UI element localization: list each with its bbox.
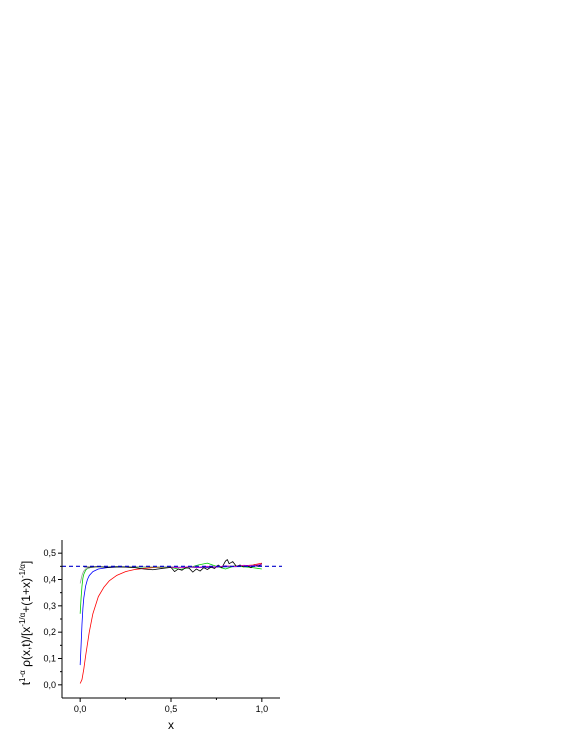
y-tick-label-4: 0,4 (43, 575, 56, 585)
x-tick-label-0: 0,0 (74, 704, 87, 714)
y-title-t: t (19, 681, 33, 685)
y-title-exp1: 1-α (18, 670, 27, 682)
series-line-1 (79, 565, 262, 666)
y-tick-label-5: 0,5 (43, 548, 56, 558)
y-title-mid: ρ(x,t)/[x (19, 627, 33, 671)
series-line-4 (83, 559, 263, 573)
y-axis-title: t1-α ρ(x,t)/[x-1/α+(1+x)-1/α] (18, 561, 33, 686)
x-axis-title: x (168, 718, 174, 732)
y-tick-label-0: 0,0 (43, 680, 56, 690)
x-tick-label-2: 1,0 (256, 704, 269, 714)
y-tick-label-2: 0,2 (43, 627, 56, 637)
y-tick-label-1: 0,1 (43, 654, 56, 664)
y-title-exp3: -1/α (18, 564, 27, 578)
axes (61, 540, 280, 699)
y-title-exp2: -1/α (18, 612, 27, 626)
x-tick-label-1: 0,5 (165, 704, 178, 714)
series-line-0 (79, 562, 262, 684)
y-title-close: ] (19, 561, 33, 564)
series-line-5 (170, 563, 262, 569)
series-layer (79, 559, 263, 684)
y-tick-label-3: 0,3 (43, 601, 56, 611)
series-line-2 (79, 562, 262, 614)
y-title-plus: +(1+x) (19, 578, 33, 613)
ticks: 0,0 0,5 1,0 0,0 0,1 0,2 0,3 0,4 0,5 (43, 548, 268, 714)
